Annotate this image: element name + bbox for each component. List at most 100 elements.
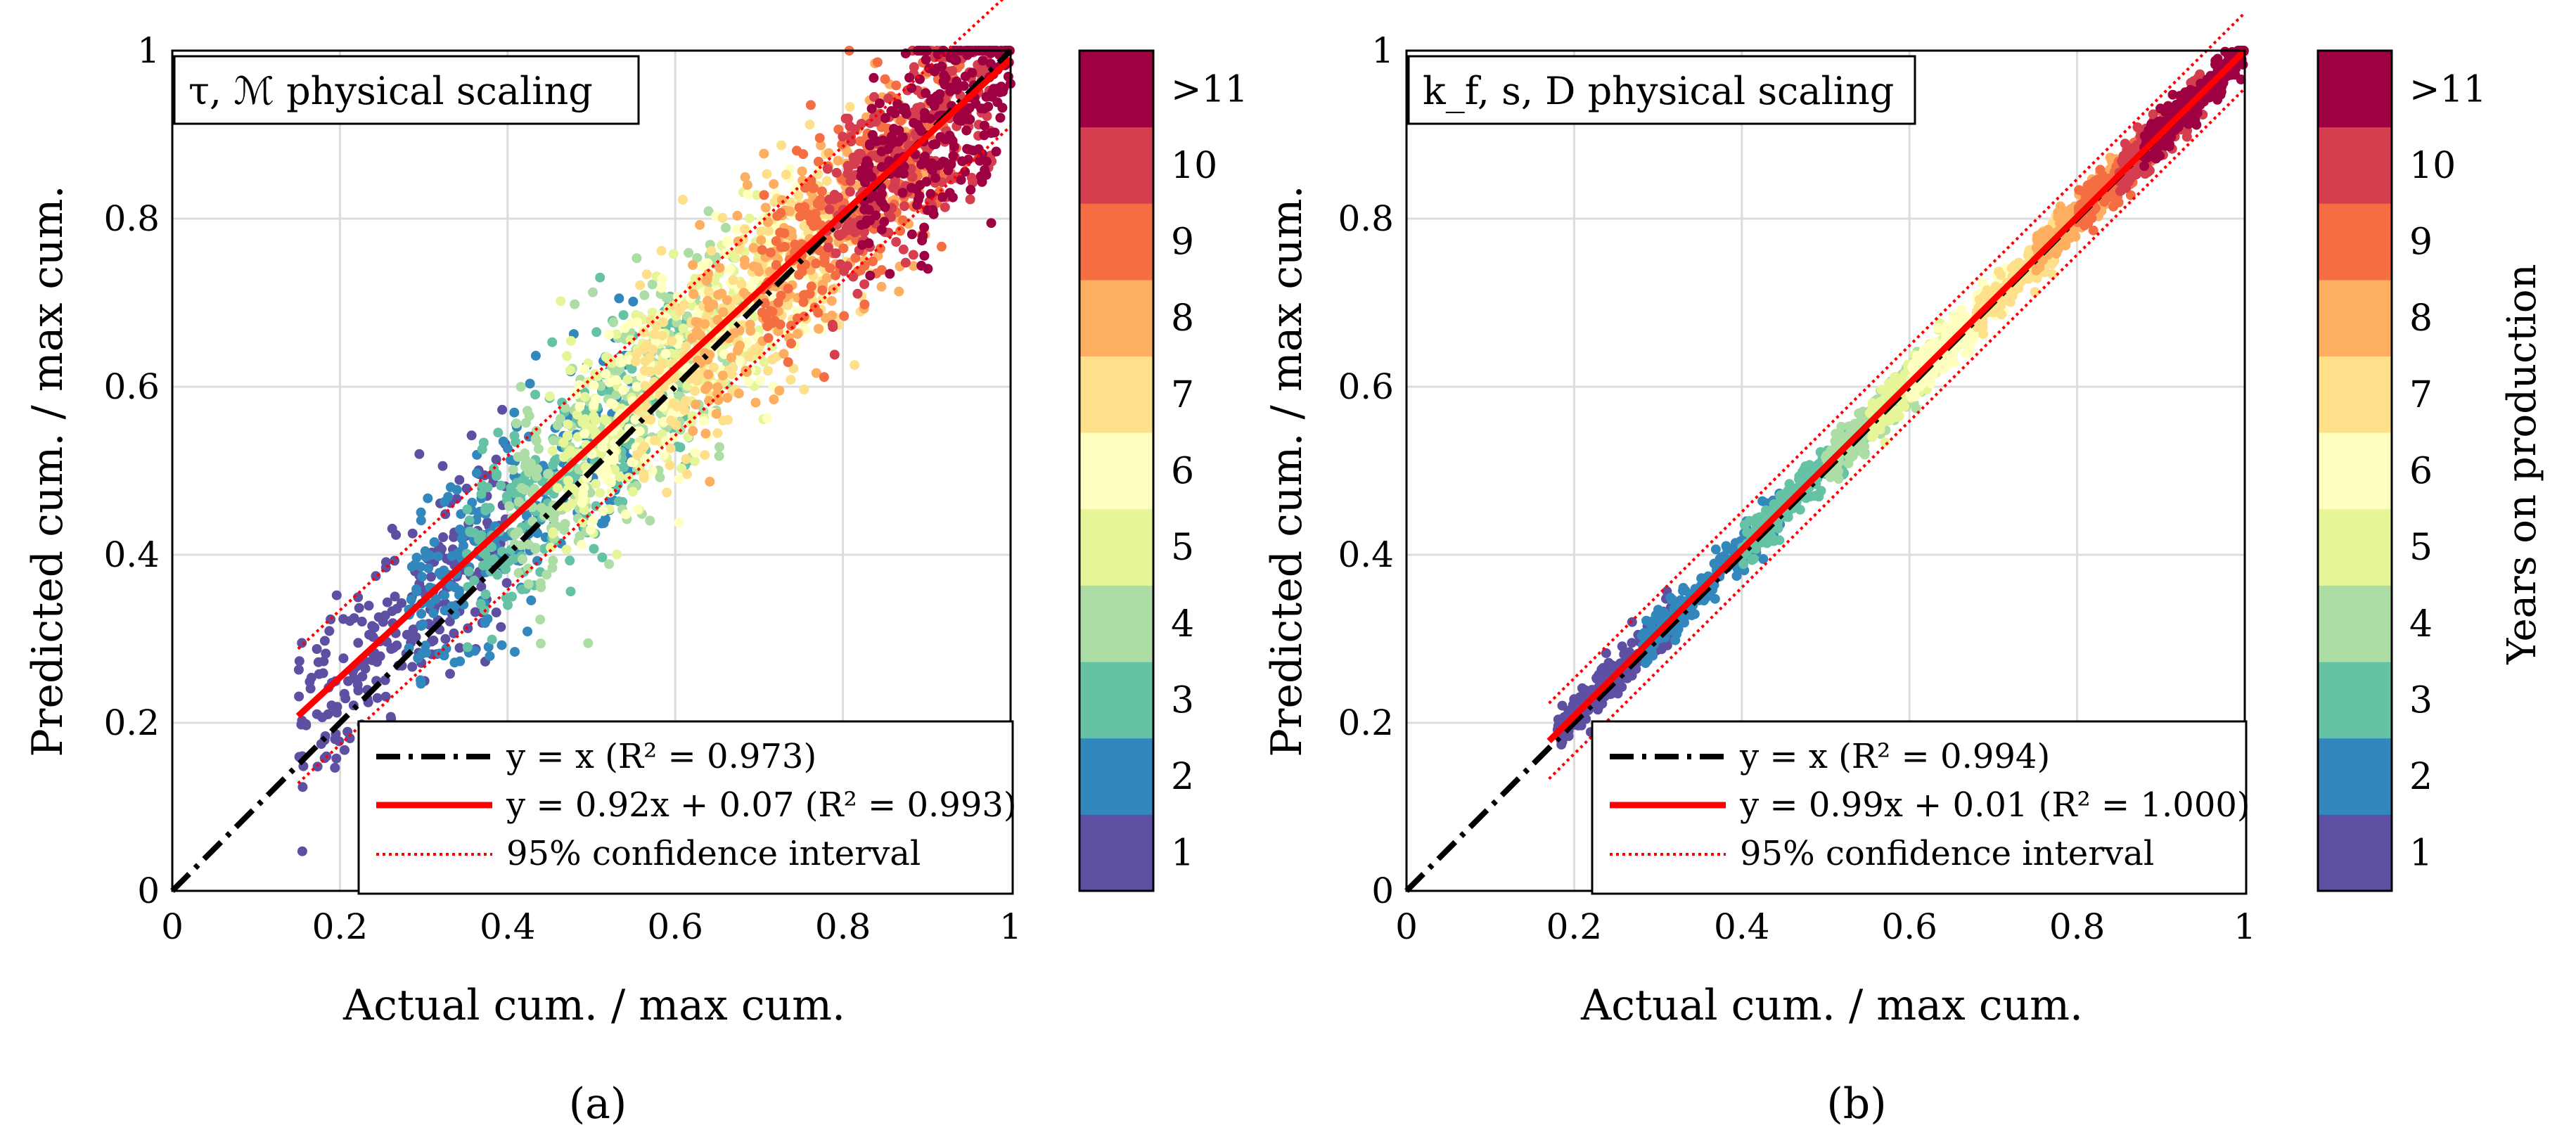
data-point bbox=[444, 616, 455, 626]
data-point bbox=[1867, 432, 1878, 442]
data-point bbox=[674, 518, 684, 528]
data-point bbox=[612, 549, 622, 560]
data-point bbox=[511, 418, 522, 429]
data-point bbox=[598, 465, 609, 476]
data-point bbox=[827, 310, 837, 321]
data-point bbox=[496, 622, 506, 632]
data-point bbox=[515, 540, 526, 551]
data-point bbox=[760, 203, 771, 213]
legend-label-a-1: y = 0.92x + 0.07 (R² = 0.993) bbox=[506, 785, 1017, 825]
data-point bbox=[563, 419, 573, 430]
data-point bbox=[679, 300, 689, 310]
data-point bbox=[297, 782, 308, 792]
data-point bbox=[1814, 491, 1824, 502]
data-point bbox=[786, 197, 796, 207]
data-point bbox=[776, 207, 786, 218]
data-point bbox=[811, 368, 821, 378]
data-point bbox=[679, 405, 690, 416]
data-point bbox=[589, 399, 599, 410]
data-point bbox=[891, 237, 902, 247]
data-point bbox=[769, 316, 780, 326]
data-point bbox=[506, 455, 515, 465]
data-point bbox=[520, 448, 530, 458]
data-point bbox=[588, 287, 598, 297]
data-point bbox=[965, 194, 975, 205]
data-point bbox=[809, 183, 819, 193]
data-point bbox=[921, 54, 931, 65]
data-point bbox=[563, 430, 573, 441]
data-point bbox=[411, 584, 422, 594]
data-point bbox=[451, 484, 462, 495]
data-point bbox=[883, 93, 894, 103]
data-point bbox=[525, 378, 535, 389]
data-point bbox=[487, 634, 497, 645]
data-point bbox=[617, 496, 628, 507]
data-point bbox=[829, 349, 840, 360]
data-point bbox=[556, 296, 566, 307]
data-point bbox=[548, 527, 558, 537]
data-point bbox=[520, 418, 531, 428]
data-point bbox=[967, 68, 978, 78]
data-point bbox=[691, 316, 701, 327]
data-point bbox=[819, 257, 830, 268]
data-point bbox=[426, 572, 436, 582]
data-point bbox=[510, 647, 520, 657]
data-point bbox=[440, 496, 449, 507]
data-point bbox=[449, 532, 459, 542]
data-point bbox=[856, 219, 866, 230]
data-point bbox=[726, 369, 737, 380]
data-point bbox=[945, 86, 956, 96]
data-point bbox=[577, 417, 588, 427]
data-point bbox=[372, 693, 383, 703]
data-point bbox=[457, 533, 467, 544]
data-point bbox=[471, 468, 482, 478]
data-point bbox=[445, 669, 455, 679]
data-point bbox=[589, 380, 599, 390]
data-point bbox=[1627, 638, 1637, 648]
data-point bbox=[845, 102, 855, 112]
data-point bbox=[432, 551, 443, 562]
data-point bbox=[762, 413, 772, 423]
data-point bbox=[577, 498, 587, 508]
y-tick-labels-a: 00.20.40.60.81 bbox=[103, 30, 160, 911]
data-point bbox=[781, 169, 791, 180]
x-tick-labels-a: 0 0.2 0.4 0.6 0.8 1 bbox=[161, 906, 1022, 947]
data-point bbox=[704, 396, 715, 406]
data-point bbox=[645, 515, 655, 526]
data-point bbox=[408, 624, 418, 635]
data-point bbox=[577, 539, 587, 550]
x-tick-label: 1 bbox=[999, 906, 1022, 947]
data-point bbox=[727, 250, 738, 260]
data-point bbox=[508, 465, 518, 475]
data-point bbox=[678, 323, 688, 334]
data-point bbox=[786, 338, 796, 349]
data-point bbox=[688, 425, 698, 436]
data-point bbox=[536, 503, 546, 513]
data-point bbox=[417, 572, 428, 582]
data-point bbox=[578, 489, 589, 499]
data-point bbox=[1577, 683, 1587, 693]
data-point bbox=[1949, 321, 1960, 332]
data-point bbox=[779, 228, 790, 238]
data-point bbox=[975, 155, 985, 166]
data-point bbox=[469, 575, 480, 586]
data-point bbox=[736, 279, 747, 290]
data-point bbox=[562, 351, 572, 361]
data-point bbox=[404, 643, 414, 653]
data-point bbox=[759, 148, 769, 159]
data-point bbox=[380, 691, 391, 702]
data-point bbox=[544, 391, 555, 401]
data-point bbox=[407, 528, 418, 539]
data-point bbox=[722, 295, 732, 305]
data-point bbox=[625, 319, 636, 329]
data-point bbox=[752, 190, 762, 200]
data-point bbox=[530, 484, 539, 494]
data-point bbox=[487, 542, 496, 553]
data-point bbox=[357, 617, 367, 626]
data-point bbox=[293, 664, 304, 675]
confidence-lower-line bbox=[297, 125, 1012, 785]
data-point bbox=[483, 642, 494, 652]
data-point bbox=[717, 288, 727, 299]
data-point bbox=[797, 175, 808, 186]
data-point bbox=[681, 395, 691, 406]
